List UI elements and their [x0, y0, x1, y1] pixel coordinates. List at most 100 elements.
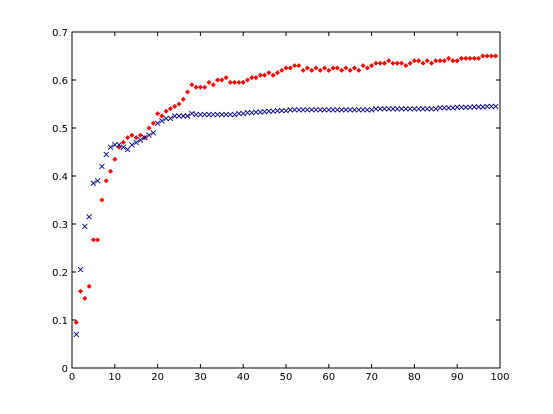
x-tick-label: 60 [322, 372, 335, 383]
point [270, 72, 276, 78]
point [223, 75, 229, 81]
x-tick-label: 10 [108, 372, 121, 383]
point [99, 197, 105, 203]
point [120, 144, 127, 151]
point [398, 105, 405, 112]
point [78, 288, 84, 294]
point [450, 58, 456, 64]
point [206, 79, 212, 85]
point [492, 103, 499, 110]
point [317, 106, 324, 113]
point [399, 60, 405, 66]
point [103, 178, 109, 184]
point [441, 58, 447, 64]
point [189, 110, 195, 117]
point [167, 115, 174, 122]
point [390, 105, 396, 112]
point [214, 111, 221, 118]
point [424, 58, 430, 64]
point [185, 89, 191, 95]
point [394, 105, 401, 112]
point [137, 137, 144, 143]
point [296, 106, 302, 113]
point [108, 168, 114, 174]
point [317, 67, 323, 73]
point [381, 105, 388, 112]
x-tick-label: 0 [69, 372, 75, 383]
point [253, 75, 259, 81]
point [112, 156, 118, 162]
point [424, 105, 431, 112]
point [407, 60, 413, 66]
point [232, 79, 238, 85]
point [215, 77, 221, 83]
point [86, 213, 92, 220]
point [334, 65, 340, 71]
point [163, 115, 169, 122]
y-tick-label: 0.7 [52, 28, 68, 39]
point [133, 139, 140, 146]
point [90, 237, 96, 243]
point [373, 60, 379, 66]
point [155, 111, 161, 117]
point [159, 117, 165, 124]
point [364, 106, 371, 113]
point [90, 180, 97, 187]
y-tick-label: 0.6 [52, 76, 68, 87]
point [462, 104, 469, 111]
point [339, 67, 345, 73]
point [463, 55, 469, 61]
point [129, 132, 135, 138]
point [343, 65, 349, 71]
point [240, 79, 246, 85]
point [446, 55, 452, 61]
y-tick-label: 0.3 [52, 220, 68, 231]
point [95, 237, 101, 243]
point [300, 67, 306, 73]
point [218, 111, 225, 118]
point [94, 177, 101, 184]
point [415, 105, 422, 112]
point [262, 72, 268, 78]
point [428, 105, 435, 112]
point [274, 70, 280, 76]
point [475, 104, 482, 110]
point [385, 105, 392, 112]
point [287, 65, 293, 71]
point [249, 75, 255, 81]
point [364, 65, 370, 71]
point [437, 58, 443, 64]
y-tick-label: 0.5 [52, 124, 68, 135]
point [236, 79, 242, 85]
point [278, 107, 285, 114]
point [432, 105, 439, 112]
point [308, 106, 315, 113]
point [476, 55, 482, 61]
point [124, 146, 131, 153]
point [287, 106, 294, 113]
point [322, 65, 328, 71]
point [420, 60, 426, 66]
point [343, 106, 349, 113]
point [377, 105, 383, 112]
point [351, 106, 358, 113]
point [202, 84, 208, 90]
x-tick-label: 90 [451, 372, 464, 383]
point [180, 96, 186, 102]
point [227, 79, 233, 85]
point [73, 331, 80, 338]
point [197, 84, 203, 90]
y-tick-label: 0.2 [52, 268, 68, 279]
point [176, 113, 182, 119]
point [484, 103, 490, 110]
point [244, 77, 250, 83]
point [309, 67, 315, 73]
y-tick-label: 0.1 [52, 316, 68, 327]
point [360, 63, 366, 69]
point [368, 106, 375, 113]
point [338, 106, 345, 113]
point [394, 60, 400, 66]
point [433, 58, 439, 64]
point [129, 141, 135, 148]
